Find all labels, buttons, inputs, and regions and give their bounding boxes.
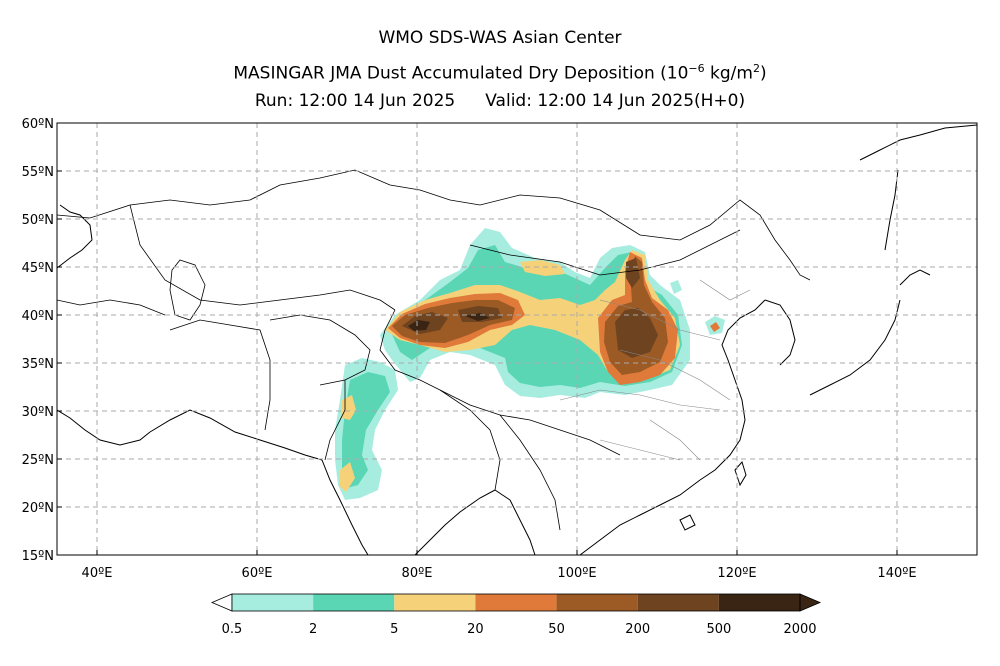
lon-tick-label: 80ºE (402, 566, 433, 581)
colorbar-level-label: 50 (548, 622, 565, 637)
coast-taiwan (734, 460, 747, 487)
lat-tick-label: 45ºN (22, 261, 54, 276)
dust-level-1-north (670, 280, 682, 294)
border-india-east (439, 389, 501, 491)
lat-tick-label: 15ºN (22, 549, 54, 564)
lat-tick-label: 60ºN (22, 117, 54, 132)
coast-hainan (679, 514, 696, 531)
border-pakistan-india (324, 380, 346, 461)
colorbar-swatch (556, 594, 638, 611)
dust-level-4-point (710, 322, 720, 332)
chart-title: WMO SDS-WAS Asian Center (378, 28, 622, 48)
colorbar-level-label: 0.5 (222, 622, 243, 637)
lon-tick-label: 40ºE (82, 566, 113, 581)
colorbar-swatch (313, 594, 395, 611)
map-frame (56, 122, 978, 556)
colorbar-swatch (232, 594, 314, 611)
lon-tick-label: 60ºE (242, 566, 273, 581)
border-afghanistan (269, 314, 371, 386)
colorbar-level-label: 2 (309, 622, 317, 637)
map-area (57, 123, 977, 555)
border-iran (169, 319, 271, 431)
grid-lines (57, 123, 977, 555)
country-borders (57, 169, 811, 531)
coast-persian-gulf (149, 409, 323, 461)
coast-korea (764, 299, 796, 366)
coast-arabia (57, 409, 151, 446)
colorbar-right-arrow (799, 593, 822, 612)
border-caspian (169, 259, 206, 321)
dust-level-3-india-south (339, 462, 355, 492)
lat-tick-label: 30ºN (22, 405, 54, 420)
lat-tick-label: 25ºN (22, 453, 54, 468)
colorbar-left-arrow (210, 593, 233, 612)
longitude-axis: 40ºE 60ºE 80ºE 100ºE 120ºE 140ºE (82, 550, 917, 581)
colorbar-level-label: 200 (625, 622, 650, 637)
province-borders (559, 279, 751, 461)
border-china-mongolia (469, 229, 741, 276)
border-kazakhstan (129, 204, 396, 311)
subtitle-unit-exponent: 2 (752, 62, 760, 75)
dust-level-3-north (520, 260, 565, 276)
lon-tick-label: 100ºE (557, 566, 596, 581)
lat-tick-label: 50ºN (22, 213, 54, 228)
colorbar: 0.5 2 5 20 50 200 500 2000 (210, 593, 822, 637)
coast-west (57, 204, 93, 269)
border-china-west (379, 309, 621, 456)
coast-china-east (699, 299, 766, 481)
colorbar-swatch (394, 594, 476, 611)
run-valid-line: Run: 12:00 14 Jun 2025 Valid: 12:00 14 Ju… (0, 91, 1000, 111)
subtitle-suffix: ) (759, 63, 767, 84)
lat-tick-label: 20ºN (22, 501, 54, 516)
colorbar-level-label: 20 (467, 622, 484, 637)
border-turkey (57, 299, 166, 316)
subtitle-unit: kg/m (704, 63, 753, 84)
lon-tick-label: 120ºE (717, 566, 756, 581)
chart-subtitle: MASINGAR JMA Dust Accumulated Dry Deposi… (0, 62, 1000, 84)
border-russia-south (57, 169, 811, 281)
coast-india-west (321, 459, 369, 555)
subtitle-exponent: −6 (688, 62, 705, 75)
border-myanmar (499, 414, 561, 531)
colorbar-swatch (637, 594, 719, 611)
colorbar-frame (231, 593, 801, 612)
subtitle-prefix: MASINGAR JMA Dust Accumulated Dry Deposi… (233, 63, 689, 84)
lat-tick-label: 40ºN (22, 309, 54, 324)
lat-tick-label: 55ºN (22, 165, 54, 180)
dust-level-6-east (615, 308, 658, 358)
lat-tick-label: 35ºN (22, 357, 54, 372)
coastlines (57, 124, 977, 555)
colorbar-swatch (475, 594, 557, 611)
coast-okhotsk (859, 124, 977, 161)
colorbar-level-label: 2000 (783, 622, 816, 637)
dust-level-7 (408, 320, 430, 331)
coast-southeast-asia (494, 489, 536, 555)
coast-sakhalin (884, 169, 899, 251)
valid-time: Valid: 12:00 14 Jun 2025(H+0) (485, 91, 746, 111)
coast-japan (809, 299, 901, 396)
colorbar-level-label: 500 (706, 622, 731, 637)
latitude-axis: 60ºN 55ºN 50ºN 45ºN 40ºN 35ºN 30ºN 25ºN 20ºN 15ºN (22, 117, 62, 564)
coast-bay-of-bengal (414, 489, 496, 555)
dust-level-6-north (626, 258, 640, 288)
dust-level-3-india (342, 395, 356, 420)
colorbar-swatch (718, 594, 800, 611)
coast-indochina (579, 479, 701, 555)
lon-tick-label: 140ºE (877, 566, 916, 581)
coast-japan-hokkaido (899, 269, 931, 286)
colorbar-level-label: 5 (390, 622, 398, 637)
run-time: Run: 12:00 14 Jun 2025 (254, 91, 456, 111)
